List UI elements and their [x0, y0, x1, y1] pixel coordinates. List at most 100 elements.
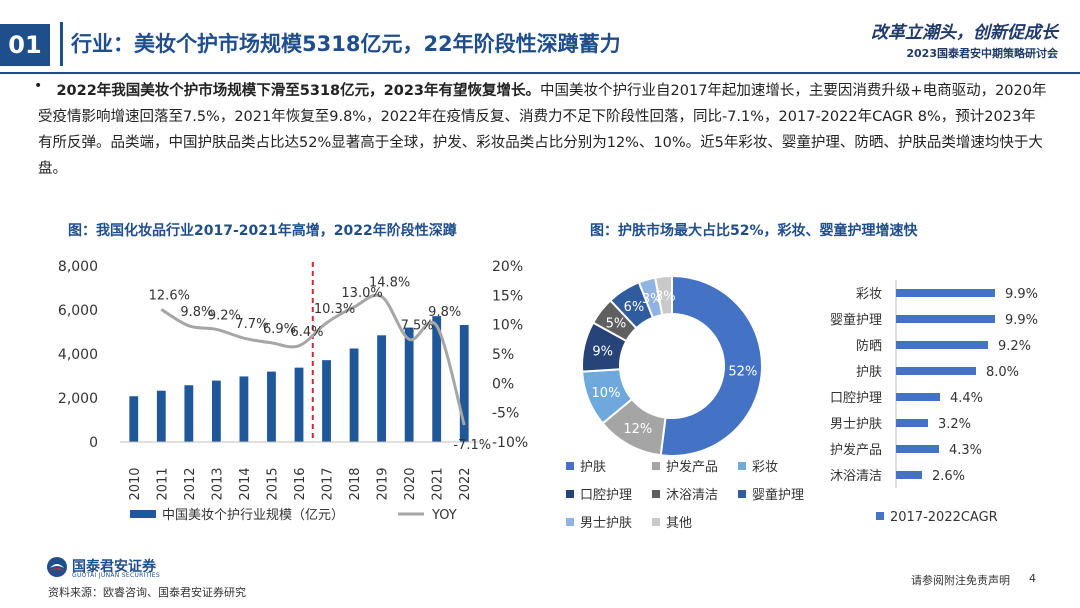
- yoy-data-label: 13.0%: [341, 286, 382, 301]
- bullet-mark: •: [34, 78, 43, 94]
- yoy-data-label: 9.2%: [208, 308, 241, 323]
- yoy-data-label: 10.3%: [314, 302, 355, 317]
- x-tick-label: 2012: [183, 467, 198, 500]
- summary-paragraph: 2022年我国美妆个护市场规模下滑至5318亿元，2023年有望恢复增长。中国美…: [38, 78, 1050, 182]
- section-number: 01: [0, 24, 50, 66]
- legend-swatch: [652, 461, 660, 470]
- legend-swatch: [566, 461, 574, 470]
- legend-label: 沐浴清洁: [666, 488, 719, 503]
- donut-legend-item: 护肤: [566, 456, 606, 475]
- size-bar: [377, 335, 387, 442]
- company-logo-icon: [47, 557, 67, 577]
- x-tick-label: 2011: [155, 467, 170, 500]
- category-label: 沐浴清洁: [830, 469, 882, 484]
- x-tick-label: 2014: [238, 467, 253, 500]
- market-size-chart: 0 2,000 4,000 6,000 8,000 -10% -5% 0% 5% 10% 15% 20…: [58, 259, 528, 523]
- y-tick-label: 6,000: [58, 303, 98, 319]
- y2-tick-label: -10%: [492, 435, 528, 451]
- donut-slice-label: 10%: [592, 386, 621, 401]
- x-tick-label: 2018: [348, 467, 363, 500]
- legend-label: 护发产品: [666, 460, 719, 475]
- category-label: 护发产品: [830, 442, 882, 458]
- x-tick-label: 2010: [128, 467, 143, 500]
- size-bar: [432, 316, 442, 442]
- donut-slice-label: 9%: [592, 345, 613, 360]
- yoy-data-label: -7.1%: [453, 438, 491, 453]
- cagr-bar: [896, 341, 988, 349]
- cagr-value-label: 2.6%: [932, 469, 965, 484]
- x-tick-label: 2015: [265, 467, 280, 500]
- legend-label: 婴童护理: [752, 488, 805, 503]
- legend-swatch: [738, 461, 746, 470]
- y-tick-label: 2,000: [58, 391, 98, 407]
- cagr-value-label: 9.2%: [998, 339, 1031, 354]
- chart2-title: 图：护肤市场最大占比52%，彩妆、婴童护理增速快: [590, 223, 918, 239]
- donut-legend-item: 其他: [652, 512, 692, 531]
- donut-slice: [659, 274, 763, 457]
- summary-lead: 2022年我国美妆个护市场规模下滑至5318亿元，2023年有望恢复增长。: [56, 83, 541, 99]
- cagr-bar: [896, 315, 995, 323]
- cagr-value-label: 9.9%: [1005, 287, 1038, 302]
- donut-slice-label: 52%: [728, 364, 757, 379]
- legend-label: 男士护肤: [580, 516, 633, 531]
- legend-size-swatch: [130, 510, 156, 518]
- y2-tick-label: -5%: [492, 406, 519, 422]
- cagr-value-label: 3.2%: [938, 417, 971, 432]
- x-tick-label: 2021: [431, 467, 446, 500]
- category-label: 防晒: [856, 338, 882, 354]
- size-bar: [184, 385, 194, 442]
- size-bar: [349, 348, 359, 442]
- cagr-value-label: 8.0%: [986, 365, 1019, 380]
- legend-label: 2017-2022CAGR: [890, 510, 998, 525]
- donut-legend-item: 护发产品: [652, 456, 718, 475]
- donut-slice: [653, 274, 673, 317]
- yoy-data-label: 14.8%: [369, 276, 410, 291]
- size-bar: [211, 380, 221, 442]
- disclaimer-link[interactable]: 请参阅附注免责声明: [911, 574, 1010, 587]
- cagr-bar-chart: 彩妆 9.9% 婴童护理 9.9% 防晒 9.2% 护肤 8.0% 口腔护理 4.4% 男士护肤 3.…: [830, 280, 1038, 525]
- legend-swatch: [876, 512, 884, 520]
- cagr-bar: [896, 419, 928, 427]
- company-logo-text: 国泰君安证券: [72, 559, 156, 575]
- company-logo-english: GUOTAI JUNAN SECURITIES: [72, 572, 160, 579]
- legend-label: 彩妆: [752, 460, 779, 475]
- y2-tick-label: 0%: [492, 376, 514, 392]
- donut-slice-label: 5%: [606, 316, 627, 331]
- yoy-data-label: 6.9%: [263, 322, 296, 337]
- legend-swatch: [738, 489, 746, 498]
- yoy-line: [160, 293, 466, 426]
- category-label: 婴童护理: [830, 312, 882, 328]
- donut-slice-label: 3%: [642, 292, 663, 307]
- x-tick-label: 2013: [210, 467, 225, 500]
- x-tick-label: 2017: [321, 467, 336, 500]
- category-share-donut: 52%12%10%9%5%6%3%3%: [581, 274, 763, 457]
- chart1-title: 图：我国化妆品行业2017-2021年高增，2022年阶段性深蹲: [68, 223, 457, 239]
- slogan: 改革立潮头，创新促成长: [871, 23, 1058, 43]
- category-label: 护肤: [856, 365, 882, 380]
- cagr-value-label: 4.3%: [949, 443, 982, 458]
- cagr-value-label: 9.9%: [1005, 313, 1038, 328]
- yoy-data-label: 7.5%: [401, 318, 434, 333]
- y-tick-label: 0: [89, 435, 98, 451]
- y2-tick-label: 5%: [492, 347, 514, 363]
- cagr-bar: [896, 445, 939, 453]
- legend-swatch: [652, 517, 660, 526]
- x-tick-label: 2016: [293, 467, 308, 500]
- legend-label: 口腔护理: [580, 488, 633, 503]
- donut-legend-item: 婴童护理: [738, 484, 804, 503]
- yoy-data-label: 12.6%: [149, 288, 190, 303]
- donut-legend-item: 彩妆: [738, 456, 778, 475]
- cagr-bar: [896, 367, 976, 375]
- cagr-bar: [896, 289, 995, 297]
- donut-legend-item: 沐浴清洁: [652, 484, 718, 503]
- size-bar: [239, 376, 249, 442]
- x-tick-label: 2022: [458, 467, 473, 500]
- yoy-data-label: 6.4%: [290, 325, 323, 340]
- page-title: 行业：美妆个护市场规模5318亿元，22年阶段性深蹲蓄力: [60, 22, 621, 66]
- cagr-value-label: 4.4%: [950, 391, 983, 406]
- donut-legend-item: 男士护肤: [566, 512, 632, 531]
- page-number: 4: [1029, 572, 1036, 585]
- category-label: 男士护肤: [830, 417, 882, 432]
- donut-legend-item: 口腔护理: [566, 484, 632, 503]
- legend-label: 护肤: [580, 460, 607, 475]
